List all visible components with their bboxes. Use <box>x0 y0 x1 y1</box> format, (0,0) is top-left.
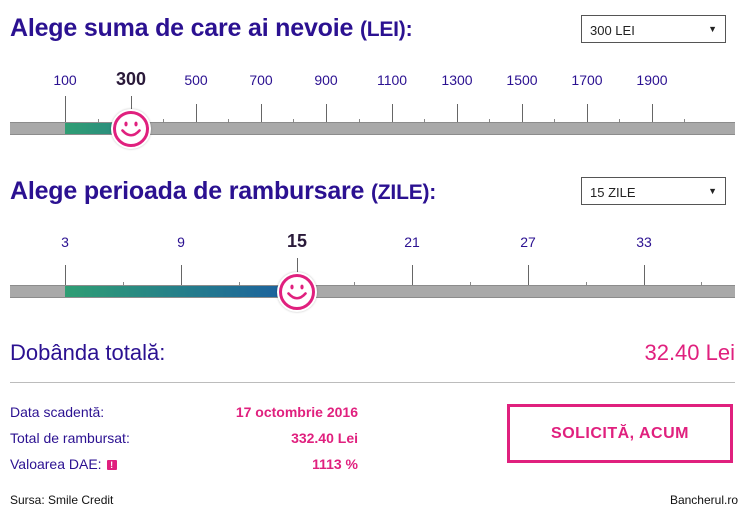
interest-label: Dobânda totală: <box>10 340 166 365</box>
dae-label-row: Valoarea DAE:! <box>10 456 117 472</box>
period-slider-handle[interactable] <box>277 272 317 312</box>
period-tick-line <box>528 265 529 285</box>
period-minor-tick <box>701 282 702 286</box>
amount-tick-label[interactable]: 500 <box>184 72 208 88</box>
amount-minor-tick <box>554 119 555 123</box>
period-tick-line <box>65 265 66 285</box>
period-tick-line <box>297 258 298 285</box>
period-minor-tick <box>586 282 587 286</box>
amount-tick-label[interactable]: 1500 <box>506 72 538 88</box>
amount-minor-tick <box>489 119 490 123</box>
smiley-icon <box>279 274 315 310</box>
period-unit: (ZILE): <box>371 181 437 204</box>
amount-tick-labels: 100 300 500 700 900 1100 1300 1500 1700 … <box>0 69 748 92</box>
amount-tick-line <box>522 104 523 122</box>
amount-tick-line <box>652 104 653 122</box>
amount-tick-label[interactable]: 1900 <box>636 72 668 88</box>
amount-tick-label[interactable]: 1100 <box>376 72 408 88</box>
period-heading: Alege perioada de rambursare (ZILE): <box>10 177 436 206</box>
amount-select-value: 300 LEI <box>590 23 635 38</box>
amount-tick-line <box>326 104 327 122</box>
amount-tick-label[interactable]: 700 <box>249 72 273 88</box>
amount-tick-label[interactable]: 900 <box>314 72 338 88</box>
amount-slider-track[interactable] <box>10 119 735 135</box>
info-icon[interactable]: ! <box>106 460 117 470</box>
amount-tick-label-active[interactable]: 300 <box>115 69 147 89</box>
period-tick-line <box>181 265 182 285</box>
amount-tick-line <box>261 104 262 122</box>
amount-minor-tick <box>228 119 229 123</box>
period-minor-tick <box>123 282 124 286</box>
period-tick-line <box>412 265 413 285</box>
amount-unit: (LEI): <box>359 18 413 41</box>
amount-minor-tick <box>684 119 685 123</box>
brand-text: Bancherul.ro <box>669 493 738 507</box>
due-date-value: 17 octombrie 2016 <box>235 404 358 420</box>
period-tick-labels: 3 9 15 21 27 33 <box>0 231 748 254</box>
period-tick-label[interactable]: 21 <box>404 234 420 250</box>
period-slider-fill <box>65 286 297 297</box>
source-text: Sursa: Smile Credit <box>10 493 114 507</box>
divider <box>10 382 735 383</box>
amount-slider-handle[interactable] <box>111 109 151 149</box>
period-tick-label[interactable]: 27 <box>520 234 536 250</box>
amount-tick-label[interactable]: 1700 <box>571 72 603 88</box>
period-tick-line <box>644 265 645 285</box>
period-tick-label[interactable]: 3 <box>61 234 69 250</box>
smiley-icon <box>113 111 149 147</box>
period-minor-tick <box>470 282 471 286</box>
amount-tick-line <box>65 96 66 122</box>
amount-minor-tick <box>98 119 99 123</box>
period-slider-track[interactable] <box>10 282 735 298</box>
amount-heading: Alege suma de care ai nevoie (LEI): <box>10 14 413 43</box>
amount-tick-line <box>587 104 588 122</box>
amount-minor-tick <box>163 119 164 123</box>
amount-title: Alege suma de care ai nevoie <box>10 14 354 42</box>
amount-minor-tick <box>359 119 360 123</box>
period-tick-label[interactable]: 9 <box>177 234 185 250</box>
amount-tick-line <box>457 104 458 122</box>
apply-now-button[interactable]: SOLICITĂ, ACUM <box>507 404 733 463</box>
period-tick-label[interactable]: 33 <box>636 234 652 250</box>
amount-tick-line <box>196 104 197 122</box>
period-title: Alege perioada de rambursare <box>10 177 365 205</box>
chevron-down-icon: ▼ <box>708 186 717 196</box>
amount-minor-tick <box>293 119 294 123</box>
period-minor-tick <box>239 282 240 286</box>
amount-minor-tick <box>619 119 620 123</box>
period-select-value: 15 ZILE <box>590 185 636 200</box>
interest-value: 32.40 Lei <box>644 340 735 365</box>
dae-value: 1113 % <box>312 456 358 472</box>
due-date-label: Data scadentă: <box>10 404 105 420</box>
period-select[interactable]: 15 ZILE ▼ <box>581 177 726 205</box>
amount-select[interactable]: 300 LEI ▼ <box>581 15 726 43</box>
amount-tick-line <box>392 104 393 122</box>
amount-minor-tick <box>424 119 425 123</box>
total-repay-label: Total de rambursat: <box>10 430 130 446</box>
period-tick-label-active[interactable]: 15 <box>286 231 308 251</box>
total-repay-value: 332.40 Lei <box>291 430 358 446</box>
amount-tick-label[interactable]: 1300 <box>441 72 473 88</box>
amount-slider-fill <box>65 123 128 134</box>
period-minor-tick <box>354 282 355 286</box>
chevron-down-icon: ▼ <box>708 24 717 34</box>
dae-label: Valoarea DAE: <box>10 456 102 472</box>
amount-tick-label[interactable]: 100 <box>53 72 77 88</box>
